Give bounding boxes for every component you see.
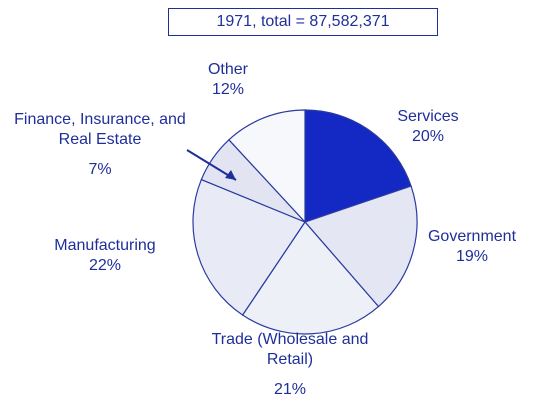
slice-value-label: 12% [211, 81, 245, 98]
slice-value-label: 7% [88, 161, 112, 178]
pie-slice [241, 221, 380, 335]
pie-slice [304, 109, 412, 223]
pie-slice [303, 185, 418, 308]
slice-label: Other [207, 61, 248, 78]
arrow-head [225, 170, 236, 180]
slice-value-label: 21% [273, 381, 307, 398]
slice-label: Trade (Wholesale and Retail) [211, 331, 369, 368]
pie-slice [228, 109, 306, 224]
slice-label: Finance, Insurance, and Real Estate [14, 111, 186, 148]
slice-label: Services [397, 108, 459, 125]
slice-label: Manufacturing [54, 237, 156, 254]
slice-value-label: 20% [411, 128, 445, 145]
slice-value-label: 19% [455, 248, 489, 265]
slice-label: Government [427, 228, 517, 245]
pie-slice [192, 178, 306, 316]
chart-title: 1971, total = 87,582,371 [168, 8, 438, 36]
slice-value-label: 22% [88, 257, 122, 274]
